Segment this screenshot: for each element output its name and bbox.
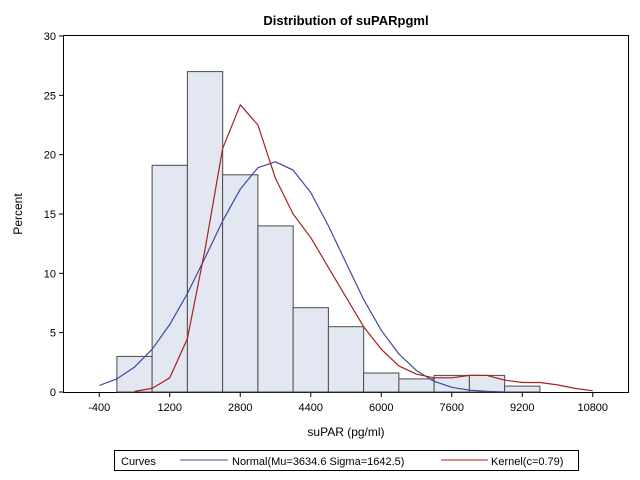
- legend-label-kernel: Kernel(c=0.79): [491, 456, 563, 468]
- histogram-bar: [222, 174, 259, 393]
- x-tick-label: 10800: [577, 402, 608, 414]
- y-tick-label: 10: [44, 268, 56, 280]
- histogram-bar: [257, 225, 294, 393]
- histogram-bar: [363, 372, 400, 393]
- histogram-bar: [186, 71, 224, 393]
- y-tick-label: 15: [44, 209, 56, 221]
- y-tick-label: 5: [50, 328, 56, 340]
- histogram-bar: [504, 385, 541, 393]
- x-axis: -400 1200 2800 4400 6000 7600 9200 10800: [88, 392, 608, 414]
- histogram-bar: [327, 326, 365, 393]
- x-tick-label: 2800: [228, 402, 252, 414]
- y-tick-label: 20: [44, 150, 56, 162]
- chart-title: Distribution of suPARpgml: [263, 13, 428, 28]
- x-tick-label: 9200: [510, 402, 534, 414]
- y-tick-label: 25: [44, 90, 56, 102]
- histogram-bar: [398, 378, 435, 393]
- histogram-bar: [468, 374, 506, 393]
- normal-curve: [99, 161, 505, 393]
- histogram-bars: [116, 71, 541, 393]
- histogram-bar: [151, 164, 188, 393]
- x-axis-title: suPAR (pg/ml): [307, 425, 384, 439]
- y-axis: 0 5 10 15 20 25 30: [44, 31, 64, 399]
- legend: Curves Normal(Mu=3634.6 Sigma=1642.5) Ke…: [114, 450, 579, 471]
- histogram-bar: [292, 307, 329, 393]
- y-axis-title: Percent: [11, 193, 25, 235]
- x-tick-label: 7600: [440, 402, 464, 414]
- legend-box: [114, 450, 579, 471]
- y-tick-label: 0: [50, 387, 56, 399]
- legend-label-normal: Normal(Mu=3634.6 Sigma=1642.5): [232, 456, 404, 468]
- x-tick-label: 4400: [299, 402, 323, 414]
- kernel-curve: [134, 104, 593, 392]
- x-tick-label: -400: [88, 402, 110, 414]
- legend-title: Curves: [121, 456, 156, 468]
- histogram-bar: [116, 355, 153, 393]
- x-tick-label: 1200: [158, 402, 182, 414]
- y-tick-label: 30: [44, 31, 56, 43]
- density-curves: [99, 104, 593, 393]
- x-tick-label: 6000: [369, 402, 393, 414]
